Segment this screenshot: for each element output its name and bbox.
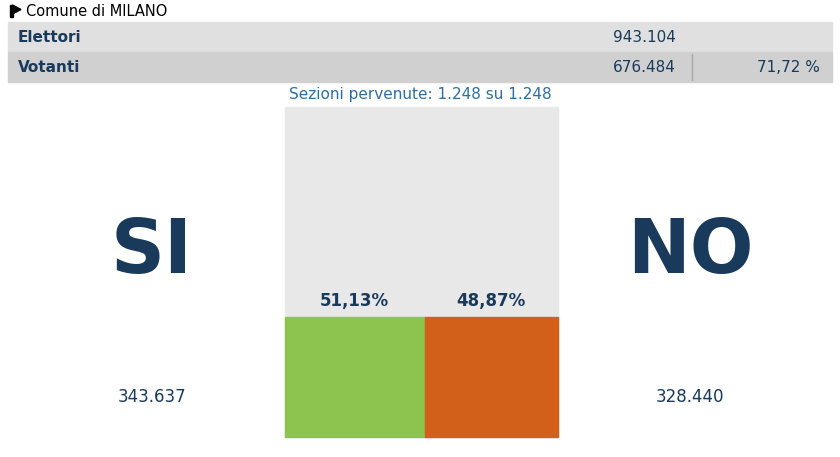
Bar <box>424 317 558 437</box>
Text: Comune di MILANO: Comune di MILANO <box>26 4 167 18</box>
Bar <box>10 5 13 17</box>
Polygon shape <box>13 5 21 14</box>
Text: SI: SI <box>111 216 193 288</box>
Text: 343.637: 343.637 <box>118 388 186 406</box>
Bar <box>285 317 424 437</box>
Text: Elettori: Elettori <box>18 30 81 44</box>
Text: Votanti: Votanti <box>18 59 81 74</box>
Bar <box>8 22 832 52</box>
Text: 51,13%: 51,13% <box>320 292 390 310</box>
Bar <box>8 52 832 82</box>
Text: NO: NO <box>627 216 753 288</box>
Text: 943.104: 943.104 <box>613 30 676 44</box>
Text: Sezioni pervenute: 1.248 su 1.248: Sezioni pervenute: 1.248 su 1.248 <box>289 87 551 102</box>
Text: 328.440: 328.440 <box>656 388 724 406</box>
Bar <box>285 107 558 437</box>
Text: 48,87%: 48,87% <box>457 292 526 310</box>
Text: 676.484: 676.484 <box>613 59 676 74</box>
Text: 71,72 %: 71,72 % <box>757 59 820 74</box>
